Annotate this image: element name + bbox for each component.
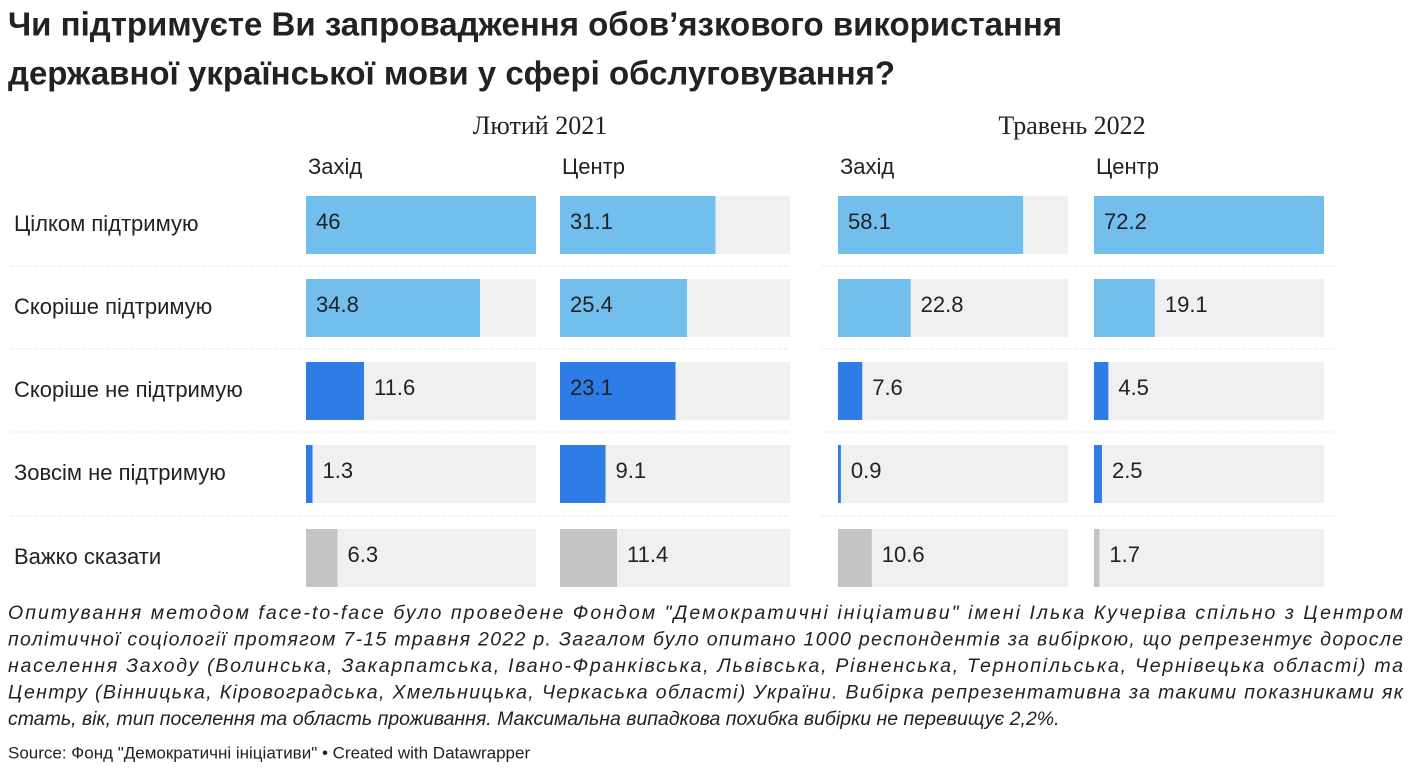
bar [560,279,687,337]
bar [306,196,536,254]
column-header: Захід [840,154,894,179]
bar [1094,362,1109,420]
bar [306,445,313,503]
value-label: 58.1 [848,209,891,234]
row-label: Скоріше не підтримую [14,377,243,402]
track [838,362,1068,420]
value-label: 23.1 [570,375,613,400]
value-label: 11.6 [374,375,415,400]
value-label: 4.5 [1118,375,1149,400]
value-label: 7.6 [872,375,903,400]
bar [838,529,872,587]
bar [838,445,841,503]
bar [838,279,911,337]
bar [560,445,606,503]
bar [1094,279,1155,337]
column-header: Центр [562,154,625,179]
bar [306,279,480,337]
track [1094,445,1324,503]
value-label: 1.3 [323,458,354,483]
note: Центру (Вінницька, Кіровоградська, Хмель… [8,682,1404,704]
note: населення Заходу (Волинська, Закарпатськ… [8,655,1403,677]
bar [306,362,364,420]
bar [306,529,338,587]
track [1094,362,1324,420]
track [838,529,1068,587]
value-label: 10.6 [882,542,925,567]
bar [1094,445,1102,503]
bar [838,362,863,420]
bar [838,196,1024,254]
group-title: Лютий 2021 [473,111,607,140]
value-label: 19.1 [1165,292,1208,317]
value-label: 11.4 [627,542,668,567]
note: Опитування методом face-to-face було про… [8,602,1403,624]
value-label: 22.8 [921,292,964,317]
chart-title: Чи підтримуєте Ви запровадження обов’язк… [8,6,1062,43]
bar [1094,529,1100,587]
value-label: 9.1 [616,458,647,483]
value-label: 2.5 [1112,458,1143,483]
bar [560,196,716,254]
value-label: 1.7 [1109,542,1140,567]
row-label: Цілком підтримую [14,211,198,236]
chart-title: державної української мови у сфері обслу… [8,55,895,92]
bar [560,529,617,587]
value-label: 25.4 [570,292,613,317]
track [838,445,1068,503]
row-label: Важко сказати [14,544,161,569]
bar [560,362,676,420]
value-label: 46 [316,209,340,234]
value-label: 34.8 [316,292,359,317]
note: стать, вік, тип поселення та область про… [8,708,1060,730]
value-label: 6.3 [348,542,379,567]
source: Source: Фонд "Демократичні ініціативи" •… [8,743,530,762]
track [1094,529,1324,587]
track [306,529,536,587]
track [306,445,536,503]
value-label: 0.9 [851,458,882,483]
column-header: Захід [308,154,362,179]
row-label: Зовсім не підтримую [14,460,226,485]
column-header: Центр [1096,154,1159,179]
group-title: Травень 2022 [998,111,1145,140]
value-label: 72.2 [1104,209,1147,234]
value-label: 31.1 [570,209,613,234]
row-label: Скоріше підтримую [14,294,212,319]
bar [1094,196,1324,254]
